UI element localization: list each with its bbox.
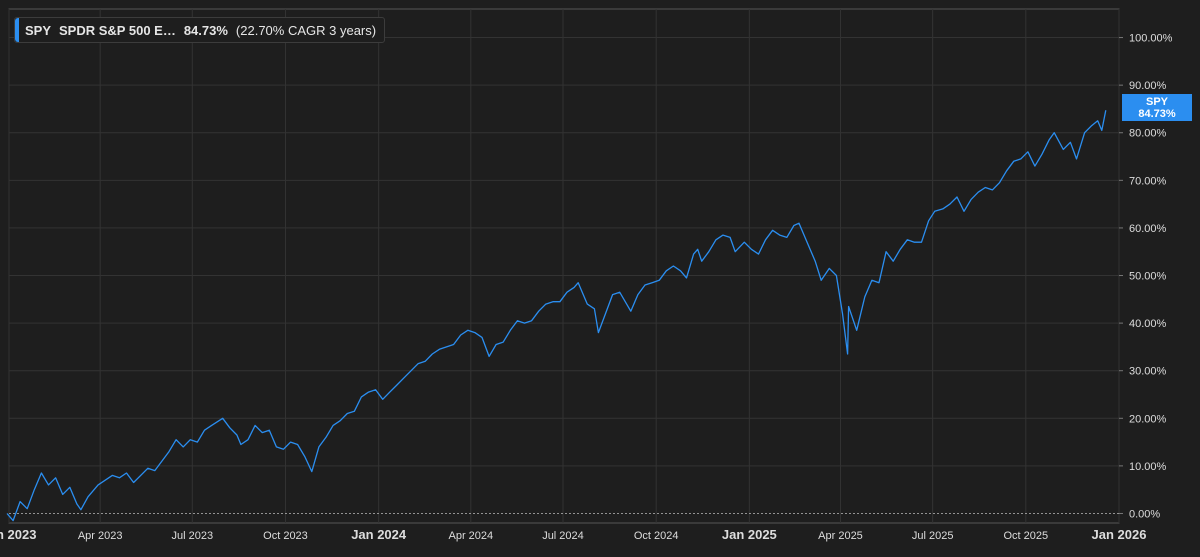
series-line-spy — [6, 110, 1107, 522]
x-tick-label: Jan 2024 — [351, 527, 407, 542]
y-tick-label: 50.00% — [1129, 271, 1167, 283]
y-tick-label: 70.00% — [1129, 175, 1167, 187]
y-tick-label: 20.00% — [1129, 413, 1167, 425]
y-tick-label: 80.00% — [1129, 128, 1167, 140]
y-tick-label: 100.00% — [1129, 33, 1173, 45]
y-tick-label: 30.00% — [1129, 366, 1167, 378]
x-tick-label: Oct 2023 — [263, 530, 308, 542]
x-tick-label: Apr 2025 — [818, 530, 863, 542]
legend-value: 84.73% — [183, 22, 228, 38]
x-tick-label: Jul 2023 — [172, 530, 214, 542]
x-tick-label: Apr 2023 — [78, 530, 123, 542]
x-tick-label: Jan 2025 — [722, 527, 777, 542]
legend-series-name: SPDR S&P 500 E… — [59, 22, 176, 38]
legend[interactable]: SPY SPDR S&P 500 E… 84.73% (22.70% CAGR … — [14, 17, 386, 43]
x-tick-label: Jan 2026 — [1092, 527, 1147, 542]
last-value-label: SPY 84.73% — [1122, 94, 1192, 121]
y-tick-label: 90.00% — [1129, 80, 1167, 92]
x-axis: Jan 2023 Apr 2023 Jul 2023 Oct 2023 Jan 2024… — [0, 527, 1146, 542]
y-axis: 0.00% 10.00% 20.00% 30.00% 40.00% 50.00% 60.00… — [1119, 33, 1173, 520]
y-tick-label: 0.00% — [1129, 508, 1160, 520]
x-tick-label: Oct 2025 — [1004, 530, 1049, 542]
x-tick-label: Jan 2023 — [0, 527, 36, 542]
grid-lines — [8, 9, 1120, 523]
legend-ticker: SPY — [25, 22, 52, 38]
last-value-percent: 84.73% — [1138, 108, 1176, 120]
x-tick-label: Oct 2024 — [634, 530, 679, 542]
x-tick-label: Apr 2024 — [448, 530, 493, 542]
y-tick-label: 40.00% — [1129, 318, 1167, 330]
x-tick-label: Jul 2025 — [912, 530, 954, 542]
plot-frame — [8, 8, 1120, 524]
last-value-ticker: SPY — [1145, 96, 1168, 108]
legend-color-swatch — [15, 18, 19, 42]
y-tick-label: 60.00% — [1129, 223, 1167, 235]
legend-cagr: (22.70% CAGR 3 years) — [235, 22, 377, 38]
x-tick-label: Jul 2024 — [542, 530, 584, 542]
y-tick-label: 10.00% — [1129, 461, 1167, 473]
